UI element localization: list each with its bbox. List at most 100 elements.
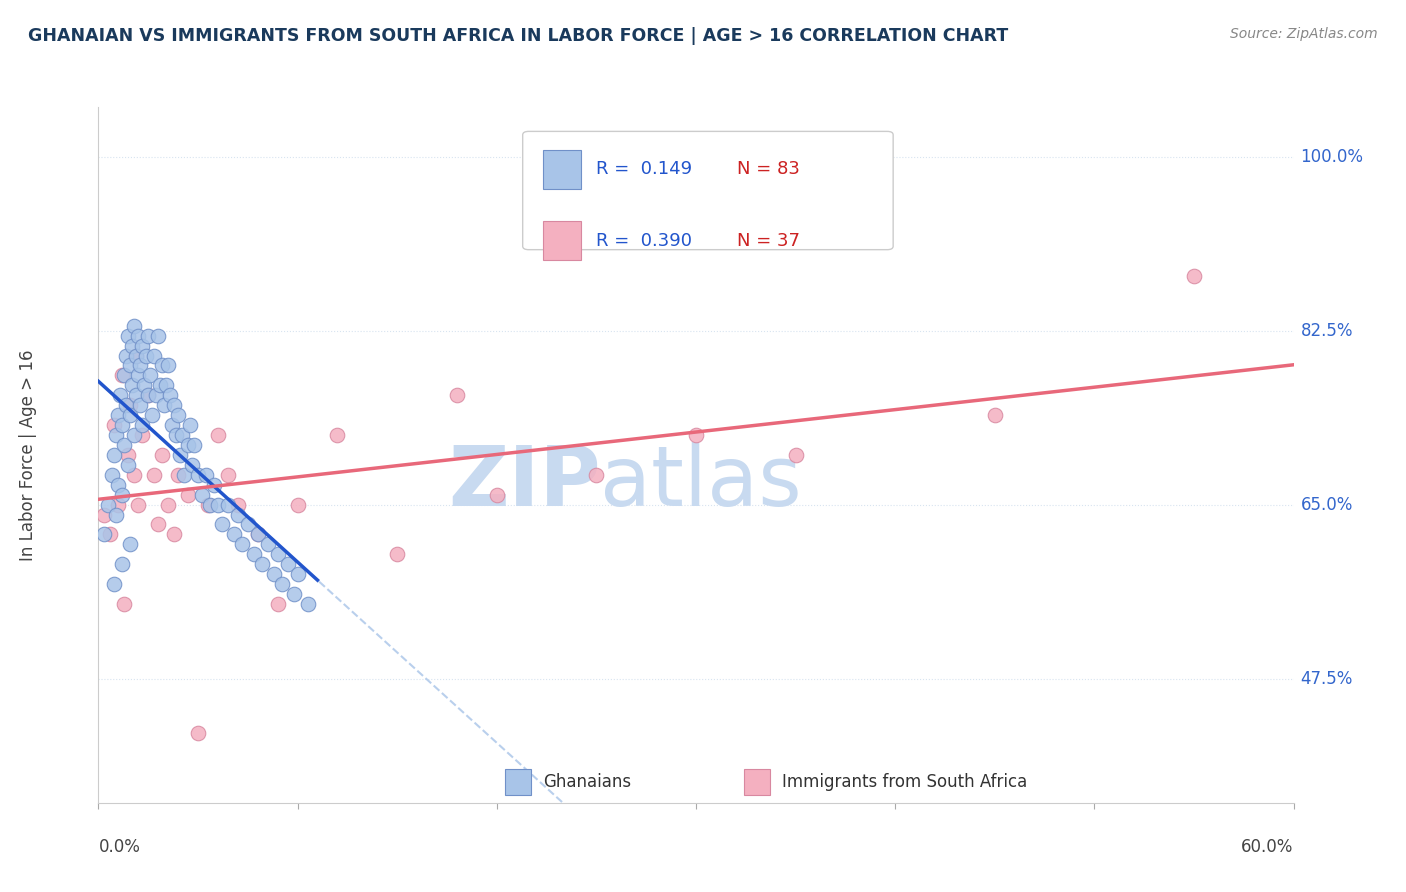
- Point: [93, 508, 115, 522]
- Point: [187, 726, 209, 740]
- Point: [167, 467, 190, 482]
- Point: [207, 428, 229, 442]
- Point: [287, 498, 309, 512]
- Point: [181, 458, 204, 472]
- Point: [101, 467, 124, 482]
- Text: 0.0%: 0.0%: [98, 838, 141, 856]
- Point: [267, 547, 290, 561]
- Bar: [543, 221, 581, 260]
- Point: [93, 527, 115, 541]
- Text: 47.5%: 47.5%: [1301, 670, 1353, 688]
- Point: [222, 527, 245, 541]
- Point: [136, 388, 159, 402]
- Point: [226, 508, 249, 522]
- Point: [117, 328, 139, 343]
- Point: [131, 418, 153, 433]
- Point: [211, 517, 233, 532]
- Point: [136, 388, 159, 402]
- Text: Source: ZipAtlas.com: Source: ZipAtlas.com: [1230, 27, 1378, 41]
- Text: 65.0%: 65.0%: [1301, 496, 1353, 514]
- Point: [124, 318, 146, 333]
- Point: [97, 498, 120, 512]
- Point: [141, 408, 163, 422]
- Point: [270, 577, 292, 591]
- Point: [124, 467, 146, 482]
- Text: 60.0%: 60.0%: [1241, 838, 1294, 856]
- Point: [163, 527, 186, 541]
- Point: [153, 398, 176, 412]
- Text: GHANAIAN VS IMMIGRANTS FROM SOUTH AFRICA IN LABOR FORCE | AGE > 16 CORRELATION C: GHANAIAN VS IMMIGRANTS FROM SOUTH AFRICA…: [28, 27, 1008, 45]
- Point: [107, 408, 129, 422]
- Point: [297, 597, 319, 611]
- Point: [112, 597, 135, 611]
- Text: 82.5%: 82.5%: [1301, 322, 1353, 340]
- Point: [183, 438, 205, 452]
- Point: [1182, 268, 1205, 283]
- Point: [267, 597, 290, 611]
- Point: [167, 408, 190, 422]
- Point: [145, 388, 167, 402]
- Point: [785, 448, 807, 462]
- Point: [163, 398, 186, 412]
- Text: ZIP: ZIP: [449, 442, 600, 524]
- Point: [134, 378, 156, 392]
- Text: R =  0.390: R = 0.390: [596, 232, 692, 250]
- Point: [111, 488, 134, 502]
- Point: [173, 467, 195, 482]
- Point: [105, 508, 128, 522]
- Point: [177, 438, 200, 452]
- Point: [120, 537, 142, 551]
- Point: [120, 408, 142, 422]
- Point: [127, 368, 149, 383]
- Text: N = 83: N = 83: [737, 161, 800, 178]
- Point: [157, 498, 180, 512]
- Point: [157, 359, 180, 373]
- Point: [446, 388, 468, 402]
- Point: [191, 488, 214, 502]
- Point: [197, 498, 219, 512]
- Point: [172, 428, 194, 442]
- Point: [124, 428, 146, 442]
- Point: [177, 488, 200, 502]
- Point: [243, 547, 266, 561]
- Point: [125, 388, 148, 402]
- Point: [198, 498, 221, 512]
- Point: [263, 567, 285, 582]
- Point: [127, 328, 149, 343]
- Point: [139, 368, 162, 383]
- Point: [231, 537, 253, 551]
- Point: [246, 527, 269, 541]
- Bar: [543, 150, 581, 188]
- Point: [112, 368, 135, 383]
- Text: In Labor Force | Age > 16: In Labor Force | Age > 16: [20, 349, 37, 561]
- Point: [129, 398, 152, 412]
- Point: [194, 467, 218, 482]
- Point: [187, 467, 209, 482]
- Point: [143, 467, 166, 482]
- Point: [685, 428, 707, 442]
- Point: [169, 448, 191, 462]
- Text: atlas: atlas: [600, 442, 801, 524]
- Point: [150, 448, 173, 462]
- Point: [250, 558, 273, 572]
- Point: [150, 359, 173, 373]
- Text: 100.0%: 100.0%: [1301, 148, 1364, 166]
- Point: [226, 498, 249, 512]
- Point: [202, 477, 225, 491]
- Point: [98, 527, 122, 541]
- Point: [120, 398, 142, 412]
- Point: [217, 467, 239, 482]
- Point: [155, 378, 177, 392]
- Point: [125, 349, 148, 363]
- Point: [149, 378, 172, 392]
- Point: [110, 388, 132, 402]
- Point: [107, 477, 129, 491]
- FancyBboxPatch shape: [523, 131, 893, 250]
- Text: Ghanaians: Ghanaians: [543, 773, 631, 791]
- Point: [121, 338, 143, 352]
- Text: N = 37: N = 37: [737, 232, 800, 250]
- Point: [103, 418, 125, 433]
- Point: [179, 418, 201, 433]
- Point: [111, 558, 134, 572]
- Point: [115, 349, 138, 363]
